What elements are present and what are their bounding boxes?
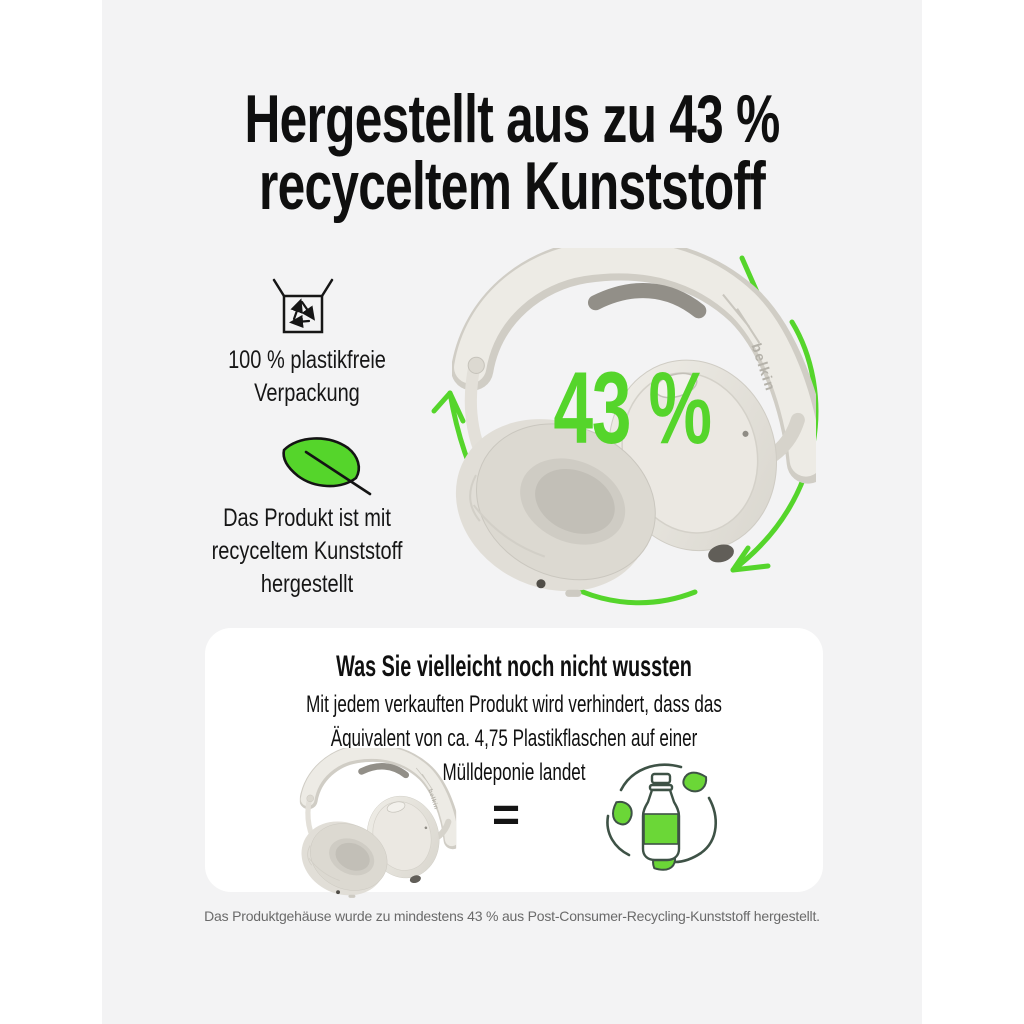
feature-text-line: Verpackung <box>254 379 360 407</box>
info-card-body: Mit jedem verkauften Produkt wird verhin… <box>205 688 823 790</box>
infographic-canvas: Hergestellt aus zu 43 % recyceltem Kunst… <box>102 0 922 1024</box>
bottle-label <box>643 813 679 845</box>
info-card-heading: Was Sie vielleicht noch nicht wussten <box>205 650 823 684</box>
feature-recycled-plastic: Das Produkt ist mit recyceltem Kunststof… <box>162 502 452 601</box>
page-title-line-1: Hergestellt aus zu 43 % <box>244 81 781 157</box>
info-card-body-line: Mit jedem verkauften Produkt wird verhin… <box>306 691 722 718</box>
recycled-bottle-with-leaves-icon <box>606 763 718 871</box>
leaf-icon <box>282 437 372 496</box>
footer-disclaimer: Das Produktgehäuse wurde zu mindestens 4… <box>204 908 820 924</box>
equals-sign: = <box>491 789 521 842</box>
info-card-body-line: Mülldeponie landet <box>442 759 586 786</box>
feature-text-line: hergestellt <box>260 570 354 598</box>
page-title: Hergestellt aus zu 43 % recyceltem Kunst… <box>102 81 922 224</box>
info-card-body-line: Äquivalent von ca. 4,75 Plastikflaschen … <box>330 725 698 752</box>
recycled-percent-label: 43 % <box>553 351 712 465</box>
info-card-heading-text: Was Sie vielleicht noch nicht wussten <box>336 650 692 683</box>
feature-text-line: Das Produkt ist mit <box>223 504 391 532</box>
plastic-free-packaging-box-icon <box>272 278 334 334</box>
feature-plastic-free-packaging: 100 % plastikfreie Verpackung <box>162 344 452 410</box>
headphones-small-image <box>297 748 459 900</box>
feature-text-line: recyceltem Kunststoff <box>211 537 403 565</box>
feature-text-line: 100 % plastikfreie <box>228 346 386 374</box>
info-card: Was Sie vielleicht noch nicht wussten Mi… <box>205 628 823 892</box>
page-title-line-2: recyceltem Kunststoff <box>258 148 766 224</box>
